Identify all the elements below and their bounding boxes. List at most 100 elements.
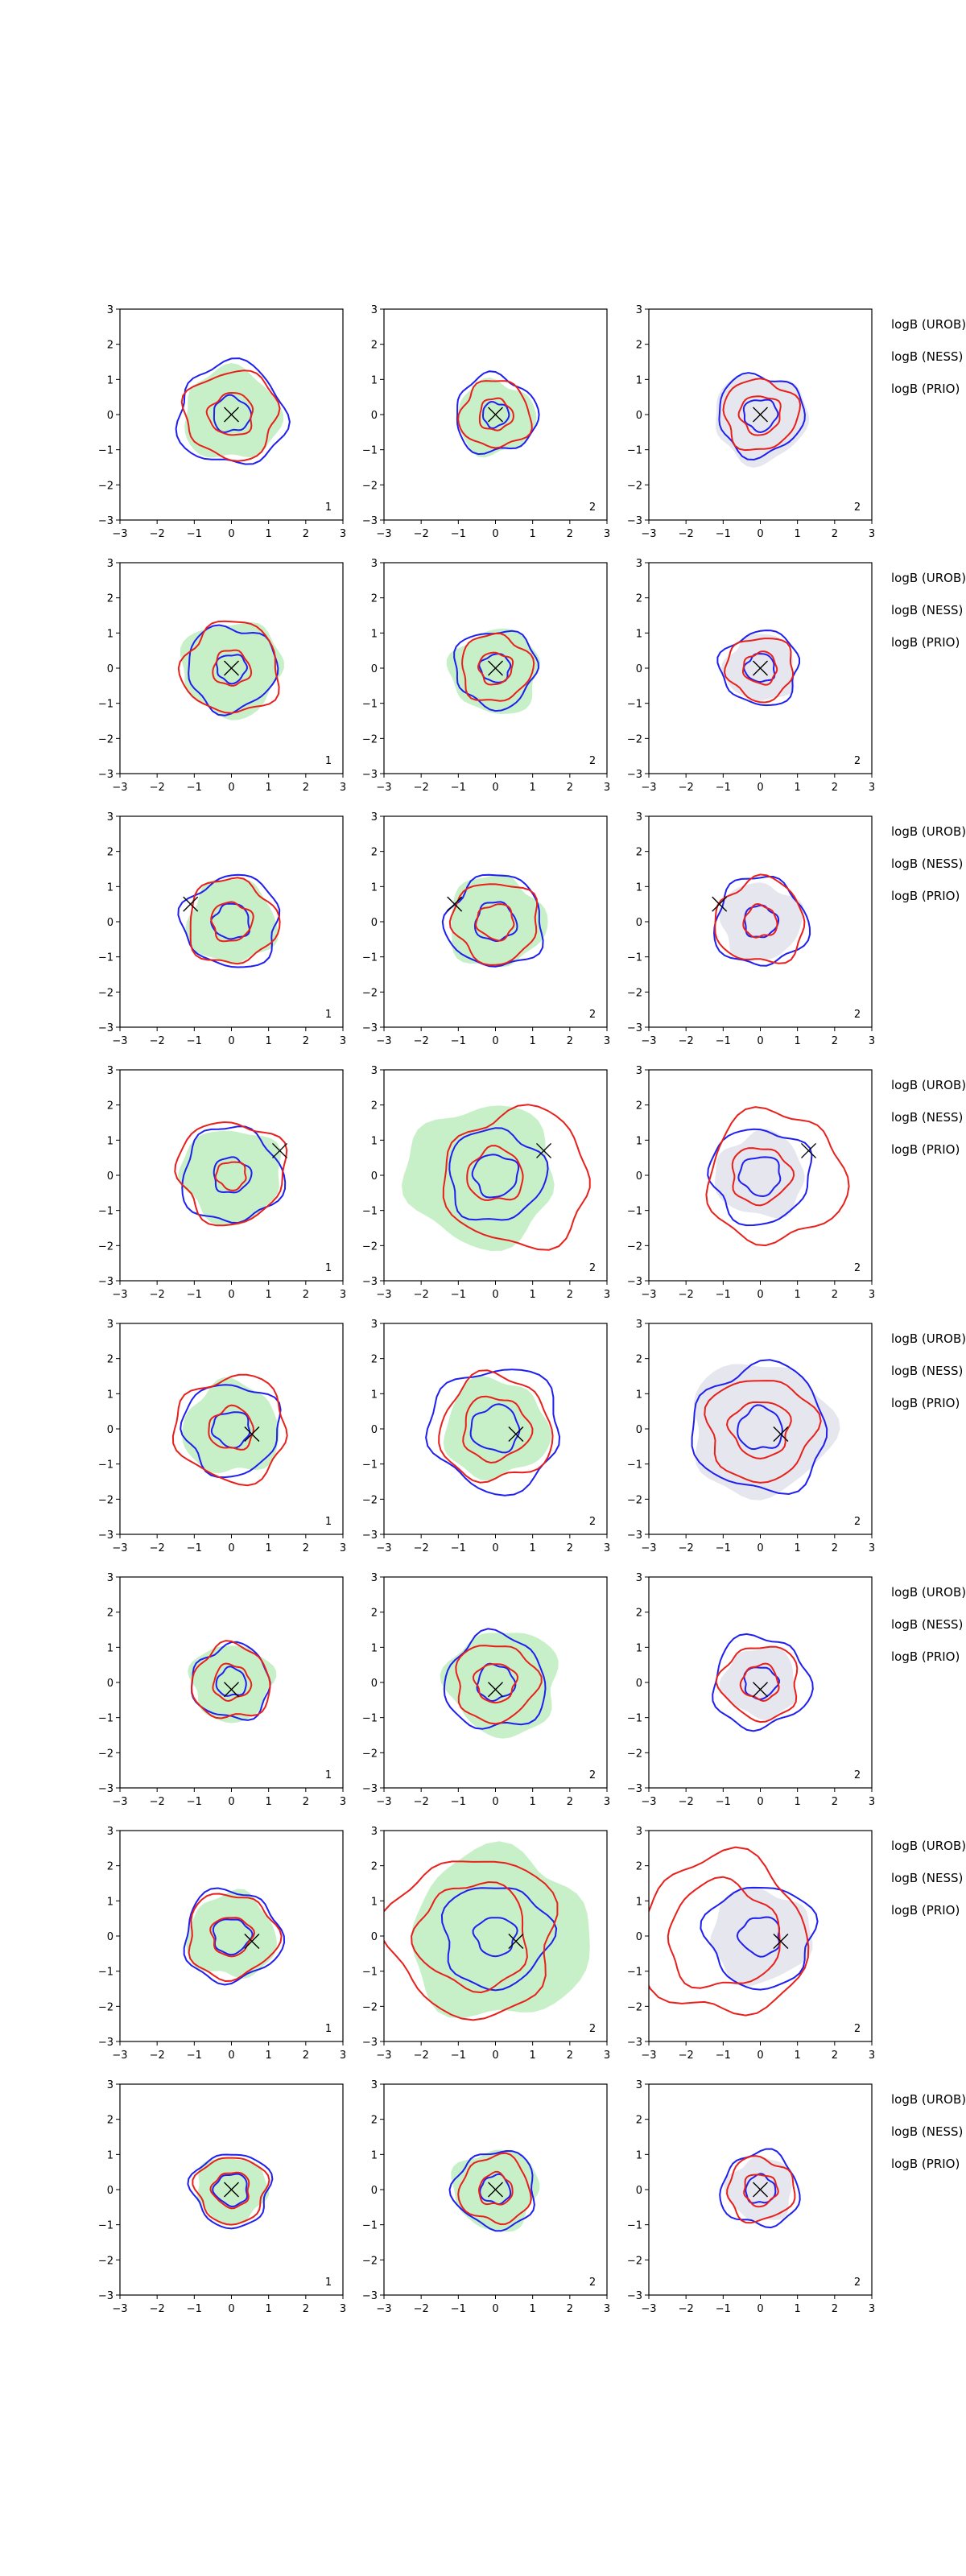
y-tick-label: 0 <box>107 1678 114 1690</box>
y-tick-label: 3 <box>107 1319 114 1331</box>
y-tick-label: 3 <box>371 304 378 316</box>
x-tick-label: 2 <box>567 2050 573 2062</box>
panel-contours <box>713 873 811 967</box>
red-contour <box>722 378 802 452</box>
y-tick-label: 2 <box>107 593 114 605</box>
x-tick-label: −1 <box>187 1542 202 1554</box>
y-tick-label: −1 <box>98 1459 114 1472</box>
y-tick-label: 3 <box>636 2079 642 2091</box>
x-tick-label: 3 <box>604 528 610 540</box>
corner-label: 1 <box>325 1262 332 1274</box>
red-contour <box>188 1893 283 1983</box>
panel-contours <box>456 370 540 458</box>
y-tick-label: 3 <box>371 1572 378 1584</box>
panel-contours <box>401 1104 591 1251</box>
y-tick-label: 0 <box>107 917 114 929</box>
true-value-marker <box>488 2182 503 2198</box>
x-tick-label: 2 <box>303 1796 309 1808</box>
red-contour <box>725 1401 792 1459</box>
density-fill <box>719 1645 797 1720</box>
y-tick-label: 0 <box>636 1170 642 1183</box>
x-tick-label: 3 <box>604 1289 610 1301</box>
y-tick-label: −1 <box>98 952 114 964</box>
panel-contours <box>183 1887 286 1986</box>
true-value-marker <box>447 896 463 912</box>
corner-label: 1 <box>325 1769 332 1781</box>
x-tick-label: 3 <box>869 2050 875 2062</box>
blue-contour <box>707 1128 813 1227</box>
x-tick-label: −1 <box>451 2303 466 2315</box>
y-tick-label: 0 <box>636 1678 642 1690</box>
true-value-marker <box>224 2182 239 2198</box>
x-tick-label: 2 <box>567 1289 573 1301</box>
y-tick-label: 1 <box>107 1135 114 1147</box>
x-tick-label: −1 <box>451 1035 466 1047</box>
panel-r4-c3: −3 −2 −1 0 1 2 3 3 2 1 0 −1 −2 −3 2 <box>627 1065 875 1301</box>
x-tick-label: 2 <box>303 782 309 794</box>
x-tick-label: 2 <box>567 1035 573 1047</box>
x-tick-label: −1 <box>451 782 466 794</box>
x-tick-label: −1 <box>716 782 731 794</box>
corner-label: 2 <box>854 502 861 514</box>
x-tick-label: 1 <box>795 2050 801 2062</box>
red-contour <box>442 1104 591 1251</box>
y-tick-label: 3 <box>636 1826 642 1838</box>
corner-label: 1 <box>325 2023 332 2035</box>
y-tick-label: 2 <box>371 847 378 859</box>
x-tick-label: 1 <box>530 1796 536 1808</box>
blue-contour <box>212 2173 249 2208</box>
y-tick-label: 2 <box>107 1861 114 1873</box>
panel-r5-c1: −3 −2 −1 0 1 2 3 3 2 1 0 −1 −2 −3 1 <box>98 1319 346 1554</box>
panel-r6-c3: −3 −2 −1 0 1 2 3 3 2 1 0 −1 −2 −3 2 <box>627 1572 875 1808</box>
y-tick-label: 2 <box>636 1100 642 1113</box>
y-tick-label: −2 <box>627 733 642 745</box>
corner-label: 2 <box>854 1262 861 1274</box>
blue-contour <box>440 1887 558 1992</box>
blue-contour <box>425 1368 561 1496</box>
y-tick-label: 2 <box>107 847 114 859</box>
red-contour <box>448 883 539 966</box>
y-tick-label: −3 <box>362 1276 378 1288</box>
y-tick-label: −1 <box>627 1206 642 1218</box>
y-tick-label: 3 <box>636 1319 642 1331</box>
red-contour <box>742 902 778 939</box>
x-tick-label: −3 <box>112 1796 127 1808</box>
y-tick-label: −3 <box>627 1022 642 1034</box>
y-tick-label: 3 <box>636 558 642 570</box>
panel-contours <box>187 2153 274 2230</box>
x-tick-label: −2 <box>679 1796 694 1808</box>
blue-contour <box>737 1156 782 1198</box>
panel-r7-c1: −3 −2 −1 0 1 2 3 3 2 1 0 −1 −2 −3 1 <box>98 1826 346 2062</box>
panel-contours <box>441 873 548 968</box>
corner-label: 2 <box>589 755 596 767</box>
y-tick-label: −2 <box>98 480 114 492</box>
y-tick-label: 0 <box>371 1678 378 1690</box>
y-tick-label: 1 <box>371 1896 378 1908</box>
red-contour <box>478 397 514 431</box>
x-tick-label: 0 <box>228 528 234 540</box>
y-tick-label: −1 <box>627 2220 642 2232</box>
y-tick-label: −3 <box>98 2037 114 2049</box>
x-tick-label: 1 <box>530 2050 536 2062</box>
blue-contour <box>175 357 291 465</box>
y-tick-label: 3 <box>371 558 378 570</box>
y-tick-label: 2 <box>371 1861 378 1873</box>
y-tick-label: 2 <box>636 1608 642 1620</box>
x-tick-label: −3 <box>376 528 391 540</box>
density-fill <box>451 873 548 968</box>
x-tick-label: 2 <box>567 1796 573 1808</box>
red-contour <box>192 2157 270 2226</box>
x-tick-label: −2 <box>679 1542 694 1554</box>
x-tick-label: −3 <box>641 1542 656 1554</box>
density-fill <box>443 1376 551 1481</box>
x-tick-label: 1 <box>266 1542 272 1554</box>
true-value-marker <box>773 1426 789 1443</box>
x-tick-label: −1 <box>187 2303 202 2315</box>
y-tick-label: −2 <box>627 2001 642 2013</box>
y-tick-label: −1 <box>362 1459 378 1472</box>
y-tick-label: 2 <box>371 1100 378 1113</box>
x-tick-label: 3 <box>340 2303 346 2315</box>
x-tick-label: 1 <box>266 2303 272 2315</box>
corner-label: 1 <box>325 755 332 767</box>
x-tick-label: −1 <box>451 1289 466 1301</box>
